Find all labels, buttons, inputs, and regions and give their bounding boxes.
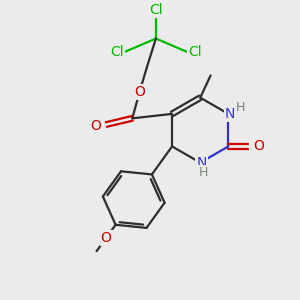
Text: O: O	[101, 231, 112, 245]
Text: O: O	[134, 85, 145, 99]
Text: Cl: Cl	[149, 3, 163, 17]
Text: H: H	[236, 101, 245, 114]
Text: H: H	[199, 166, 208, 178]
Text: Cl: Cl	[110, 45, 123, 59]
Text: O: O	[91, 119, 101, 133]
Text: Cl: Cl	[188, 45, 202, 59]
Text: N: N	[225, 107, 235, 121]
Text: O: O	[254, 140, 264, 153]
Text: N: N	[196, 156, 207, 170]
